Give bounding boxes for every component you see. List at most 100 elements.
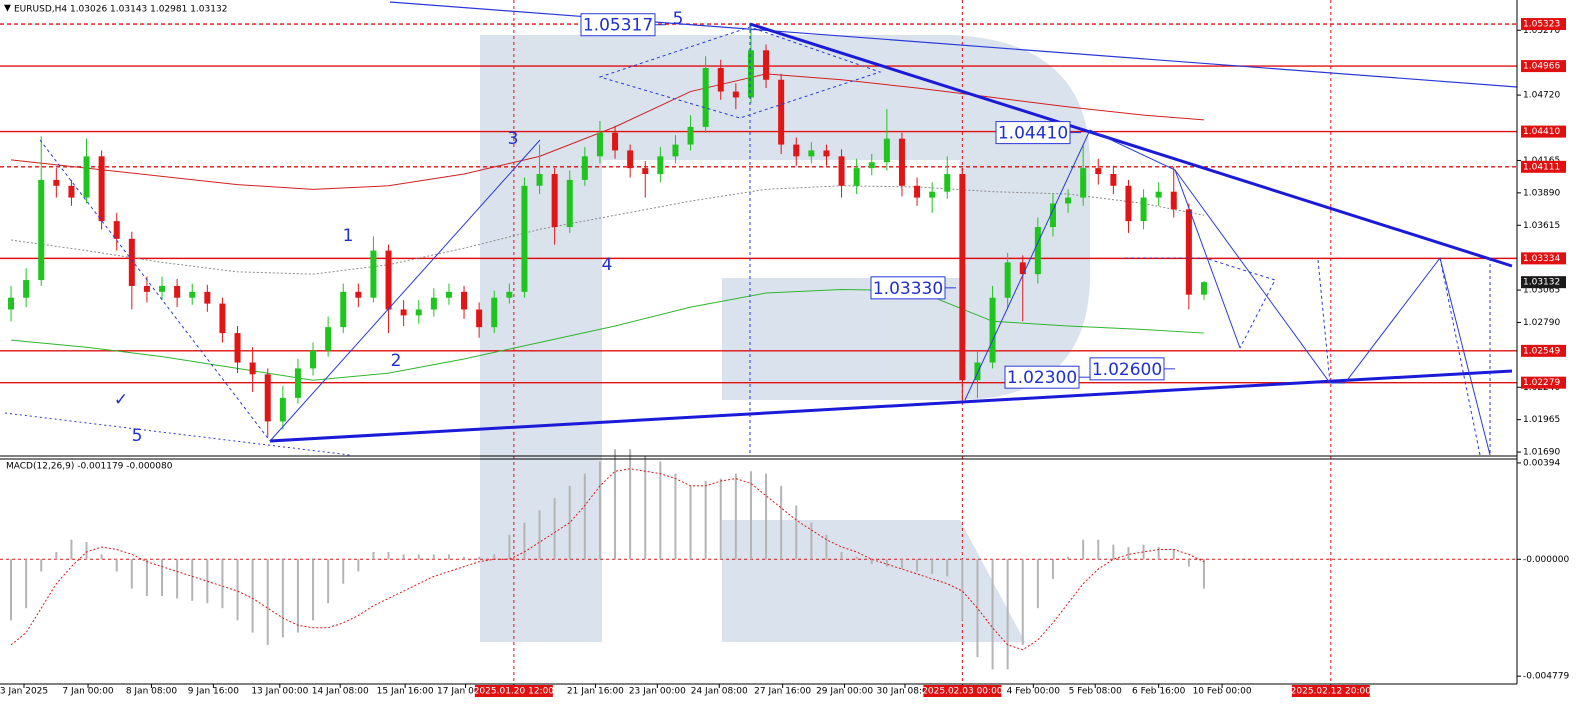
annotation-label: 1.05317: [583, 16, 653, 36]
candle-body: [914, 185, 921, 198]
x-marker-label: 2025.01.20 12:00: [474, 687, 555, 697]
candle-body: [1185, 209, 1192, 295]
x-tick-label: 10 Feb 00:00: [1193, 687, 1252, 697]
candle-body: [159, 285, 166, 292]
candle-body: [778, 79, 785, 145]
y-tick-label: 1.03065: [1523, 286, 1560, 296]
x-marker-box: [923, 685, 1002, 697]
candle-body: [883, 138, 890, 163]
x-tick-label: 13 Jan 00:00: [251, 687, 308, 697]
candle-body: [838, 156, 845, 186]
x-tick-label: 17 Jan 00:00: [437, 687, 494, 697]
candle-body: [808, 150, 815, 157]
candle-body: [23, 280, 30, 298]
level-label-box: [1521, 376, 1566, 389]
candle-body: [793, 144, 800, 157]
x-tick-label: 27 Jan 16:00: [754, 687, 811, 697]
menu-icon[interactable]: ▼: [4, 4, 11, 14]
candle-body: [189, 291, 196, 298]
candle-body: [445, 291, 452, 298]
annotation-box: [870, 276, 946, 300]
candle-body: [898, 138, 905, 186]
x-marker-box: [1291, 685, 1370, 697]
candle-body: [128, 238, 135, 286]
candle-body: [657, 156, 664, 175]
candle-body: [98, 156, 105, 222]
x-tick-label: 23 Jan 00:00: [629, 687, 686, 697]
x-marker-box: [474, 685, 553, 697]
y-tick-label: 1.03615: [1523, 221, 1560, 231]
candle-body: [763, 50, 770, 80]
x-marker-label: 2025.02.03 00:00: [922, 687, 1003, 697]
candle-body: [143, 285, 150, 292]
candle-body: [627, 150, 634, 169]
candle-body: [596, 132, 603, 157]
y-tick-label: 1.03890: [1523, 188, 1560, 198]
marks-layer: [8, 24, 1207, 670]
y-tick-label: 1.04720: [1523, 91, 1560, 101]
level-label: 1.03334: [1523, 254, 1560, 264]
level-label-box: [1521, 344, 1566, 357]
candle-body: [1049, 203, 1056, 228]
y-tick-label: 1.01965: [1523, 415, 1560, 425]
x-tick-label: 29 Jan 00:00: [816, 687, 873, 697]
candle-body: [581, 156, 588, 180]
candle-body: [521, 185, 528, 292]
candle-body: [68, 185, 75, 198]
candle-body: [8, 297, 15, 310]
macd-tick-label: -0.004779: [1523, 672, 1569, 682]
candle-body: [702, 67, 709, 127]
level-label: 1.05323: [1523, 20, 1560, 30]
candle-body: [476, 309, 483, 328]
candle-body: [249, 362, 256, 375]
level-label: 1.04410: [1523, 127, 1560, 137]
wave-label: 3: [508, 129, 519, 149]
candle-body: [355, 291, 362, 298]
annotation-label: 1.04410: [998, 124, 1068, 144]
candle-body: [1110, 174, 1117, 186]
candle-body: [823, 150, 830, 157]
candle-body: [385, 250, 392, 310]
candle-body: [732, 91, 739, 98]
candle-body: [566, 179, 573, 228]
candle-body: [1140, 197, 1147, 222]
level-label-box: [1521, 125, 1566, 138]
candle-body: [234, 333, 241, 363]
macd-header: MACD(12,26,9) -0.001179 -0.000080: [6, 462, 173, 472]
candle-body: [612, 132, 619, 151]
candle-body: [1019, 262, 1026, 275]
candle-body: [491, 297, 498, 328]
x-tick-label: 24 Jan 08:00: [691, 687, 748, 697]
candle-body: [1095, 168, 1102, 175]
level-label-box: [1521, 60, 1566, 73]
moving-average: [10, 288, 1204, 381]
level-label-box: [1521, 252, 1566, 265]
candle-body: [370, 250, 377, 298]
candle-body: [1034, 227, 1041, 275]
annotation-box: [580, 13, 656, 37]
candle-body: [929, 191, 936, 198]
wave-label: 4: [602, 255, 613, 275]
x-tick-label: 8 Jan 08:00: [126, 687, 178, 697]
candle-body: [642, 168, 649, 175]
wave-label: ✓: [114, 390, 128, 410]
moving-average: [10, 185, 1205, 275]
x-tick-label: 15 Jan 16:00: [377, 687, 434, 697]
candle-body: [506, 291, 513, 298]
candle-body: [113, 221, 120, 239]
candle-body: [868, 162, 875, 169]
candle-body: [38, 179, 45, 281]
candle-body: [400, 309, 407, 316]
drawings: [4, 1, 1518, 456]
candle-body: [1004, 262, 1011, 298]
x-tick-label: 14 Jan 08:00: [312, 687, 369, 697]
candle-body: [551, 174, 558, 228]
candle-body: [83, 156, 90, 198]
y-tick-label: 1.02790: [1523, 318, 1560, 328]
candle-body: [325, 327, 332, 351]
candle-body: [1080, 168, 1087, 198]
candle-body: [672, 144, 679, 157]
wave-label: 1: [343, 226, 354, 246]
candle-body: [279, 397, 286, 422]
